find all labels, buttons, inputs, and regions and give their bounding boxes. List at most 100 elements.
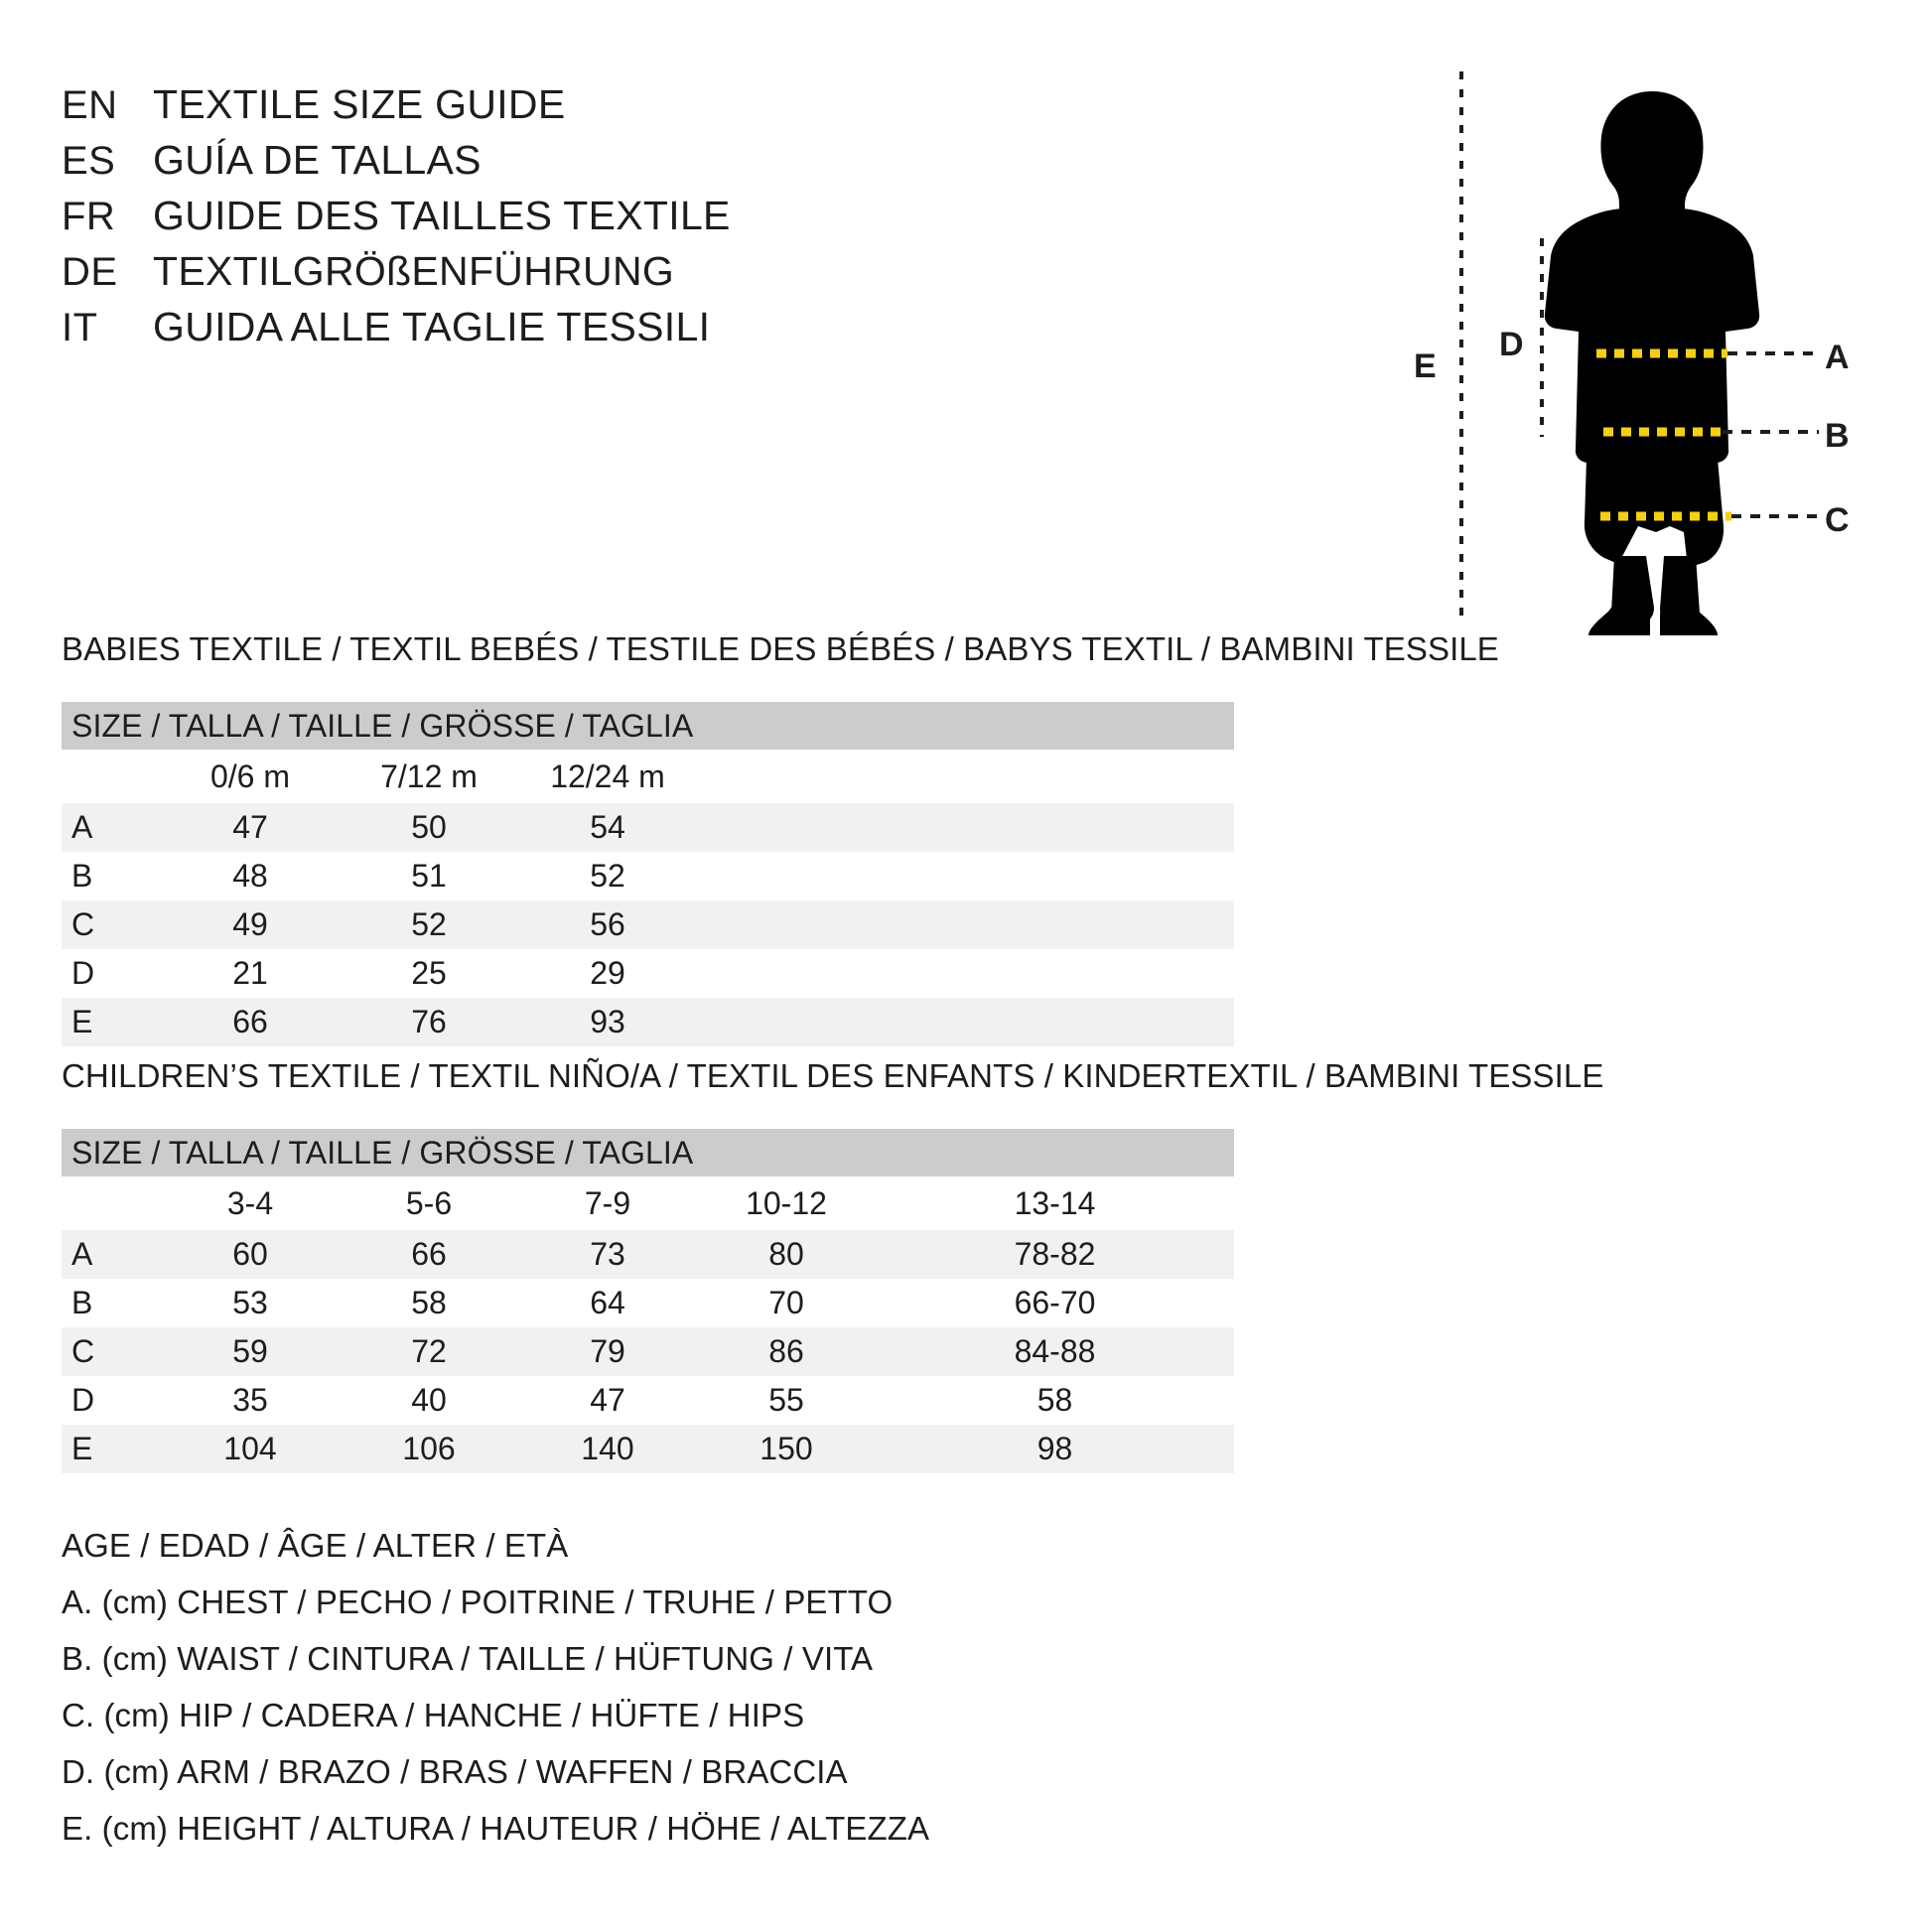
table-row: C 59 72 79 86 84-88 bbox=[62, 1327, 1234, 1376]
babies-column-header-filler bbox=[697, 750, 1235, 803]
figure-label-b: B bbox=[1825, 417, 1850, 455]
children-section-heading: CHILDREN’S TEXTILE / TEXTIL NIÑO/A / TEX… bbox=[62, 1057, 1604, 1094]
babies-table-band-row: SIZE / TALLA / TAILLE / GRÖSSE / TAGLIA bbox=[62, 702, 1235, 750]
children-cell-c-2: 79 bbox=[518, 1327, 697, 1376]
children-cell-b-2: 64 bbox=[518, 1279, 697, 1327]
language-title-en: TEXTILE SIZE GUIDE bbox=[153, 81, 566, 127]
babies-cell-b-1: 51 bbox=[340, 852, 518, 900]
babies-size-table: SIZE / TALLA / TAILLE / GRÖSSE / TAGLIA … bbox=[62, 702, 1235, 1046]
children-column-header-0: 3-4 bbox=[161, 1176, 340, 1230]
babies-cell-d-1: 25 bbox=[340, 949, 518, 998]
babies-cell-b-filler bbox=[697, 852, 1235, 900]
language-row-de: DE TEXTILGRÖßENFÜHRUNG bbox=[62, 248, 1154, 304]
babies-cell-e-filler bbox=[697, 998, 1235, 1046]
children-row-label-a: A bbox=[62, 1230, 161, 1279]
babies-row-label-d: D bbox=[62, 949, 161, 998]
children-cell-d-2: 47 bbox=[518, 1376, 697, 1425]
children-cell-d-4: 58 bbox=[876, 1376, 1234, 1425]
children-row-label-b: B bbox=[62, 1279, 161, 1327]
babies-cell-c-1: 52 bbox=[340, 900, 518, 949]
babies-cell-c-2: 56 bbox=[518, 900, 697, 949]
children-column-header-2: 7-9 bbox=[518, 1176, 697, 1230]
children-cell-d-0: 35 bbox=[161, 1376, 340, 1425]
children-row-label-e: E bbox=[62, 1425, 161, 1473]
babies-cell-e-2: 93 bbox=[518, 998, 697, 1046]
babies-cell-c-0: 49 bbox=[161, 900, 340, 949]
language-row-en: EN TEXTILE SIZE GUIDE bbox=[62, 81, 1154, 137]
children-cell-a-3: 80 bbox=[697, 1230, 876, 1279]
table-row: A 60 66 73 80 78-82 bbox=[62, 1230, 1234, 1279]
child-silhouette bbox=[1544, 91, 1760, 635]
babies-row-label-c: C bbox=[62, 900, 161, 949]
children-cell-a-1: 66 bbox=[340, 1230, 518, 1279]
babies-row-label-a: A bbox=[62, 803, 161, 852]
language-code-it: IT bbox=[62, 306, 98, 349]
language-code-de: DE bbox=[62, 250, 118, 294]
children-column-header-3: 10-12 bbox=[697, 1176, 876, 1230]
children-cell-e-2: 140 bbox=[518, 1425, 697, 1473]
babies-cell-d-filler bbox=[697, 949, 1235, 998]
children-cell-a-2: 73 bbox=[518, 1230, 697, 1279]
children-cell-e-3: 150 bbox=[697, 1425, 876, 1473]
legend-line-waist: B. (cm) WAIST / CINTURA / TAILLE / HÜFTU… bbox=[62, 1640, 874, 1677]
language-code-fr: FR bbox=[62, 195, 116, 238]
babies-column-header-row: 0/6 m 7/12 m 12/24 m bbox=[62, 750, 1235, 803]
legend-line-chest: A. (cm) CHEST / PECHO / POITRINE / TRUHE… bbox=[62, 1584, 894, 1620]
babies-column-header-2: 12/24 m bbox=[518, 750, 697, 803]
babies-cell-a-1: 50 bbox=[340, 803, 518, 852]
table-row: A 47 50 54 bbox=[62, 803, 1235, 852]
language-row-fr: FR GUIDE DES TAILLES TEXTILE bbox=[62, 193, 1154, 248]
measurement-legend: AGE / EDAD / ÂGE / ALTER / ETÀ A. (cm) C… bbox=[62, 1517, 1253, 1857]
children-cell-c-1: 72 bbox=[340, 1327, 518, 1376]
children-cell-b-0: 53 bbox=[161, 1279, 340, 1327]
children-cell-c-0: 59 bbox=[161, 1327, 340, 1376]
language-title-es: GUÍA DE TALLAS bbox=[153, 137, 482, 183]
measurement-figure: A B C D E bbox=[1390, 60, 1906, 635]
children-column-header-4: 13-14 bbox=[876, 1176, 1234, 1230]
table-row: E 104 106 140 150 98 bbox=[62, 1425, 1234, 1473]
children-cell-d-1: 40 bbox=[340, 1376, 518, 1425]
figure-label-e: E bbox=[1414, 347, 1437, 385]
children-cell-a-0: 60 bbox=[161, 1230, 340, 1279]
children-cell-c-4: 84-88 bbox=[876, 1327, 1234, 1376]
language-row-it: IT GUIDA ALLE TAGLIE TESSILI bbox=[62, 304, 1154, 359]
language-code-es: ES bbox=[62, 139, 116, 183]
legend-line-height: E. (cm) HEIGHT / ALTURA / HAUTEUR / HÖHE… bbox=[62, 1810, 930, 1847]
children-cell-b-4: 66-70 bbox=[876, 1279, 1234, 1327]
table-row: B 53 58 64 70 66-70 bbox=[62, 1279, 1234, 1327]
babies-cell-a-filler bbox=[697, 803, 1235, 852]
children-column-header-row: 3-4 5-6 7-9 10-12 13-14 bbox=[62, 1176, 1234, 1230]
legend-line-hip: C. (cm) HIP / CADERA / HANCHE / HÜFTE / … bbox=[62, 1697, 805, 1733]
language-title-de: TEXTILGRÖßENFÜHRUNG bbox=[153, 248, 675, 294]
language-title-fr: GUIDE DES TAILLES TEXTILE bbox=[153, 193, 731, 238]
babies-corner-cell bbox=[62, 750, 161, 803]
babies-cell-d-2: 29 bbox=[518, 949, 697, 998]
children-cell-c-3: 86 bbox=[697, 1327, 876, 1376]
table-row: B 48 51 52 bbox=[62, 852, 1235, 900]
babies-band-label: SIZE / TALLA / TAILLE / GRÖSSE / TAGLIA bbox=[62, 702, 1235, 750]
babies-cell-b-0: 48 bbox=[161, 852, 340, 900]
children-row-label-d: D bbox=[62, 1376, 161, 1425]
figure-label-c: C bbox=[1825, 501, 1850, 539]
language-row-es: ES GUÍA DE TALLAS bbox=[62, 137, 1154, 193]
figure-label-a: A bbox=[1825, 339, 1850, 376]
table-row: D 35 40 47 55 58 bbox=[62, 1376, 1234, 1425]
babies-column-header-0: 0/6 m bbox=[161, 750, 340, 803]
language-title-block: EN TEXTILE SIZE GUIDE ES GUÍA DE TALLAS … bbox=[62, 81, 1154, 359]
children-column-header-1: 5-6 bbox=[340, 1176, 518, 1230]
figure-label-d: D bbox=[1499, 326, 1524, 363]
children-cell-b-3: 70 bbox=[697, 1279, 876, 1327]
babies-row-label-e: E bbox=[62, 998, 161, 1046]
table-row: C 49 52 56 bbox=[62, 900, 1235, 949]
children-row-label-c: C bbox=[62, 1327, 161, 1376]
children-cell-d-3: 55 bbox=[697, 1376, 876, 1425]
table-row: D 21 25 29 bbox=[62, 949, 1235, 998]
babies-cell-e-0: 66 bbox=[161, 998, 340, 1046]
table-row: E 66 76 93 bbox=[62, 998, 1235, 1046]
babies-cell-c-filler bbox=[697, 900, 1235, 949]
children-cell-e-1: 106 bbox=[340, 1425, 518, 1473]
babies-cell-e-1: 76 bbox=[340, 998, 518, 1046]
children-band-label: SIZE / TALLA / TAILLE / GRÖSSE / TAGLIA bbox=[62, 1129, 1234, 1176]
legend-line-arm: D. (cm) ARM / BRAZO / BRAS / WAFFEN / BR… bbox=[62, 1753, 848, 1790]
babies-cell-a-2: 54 bbox=[518, 803, 697, 852]
